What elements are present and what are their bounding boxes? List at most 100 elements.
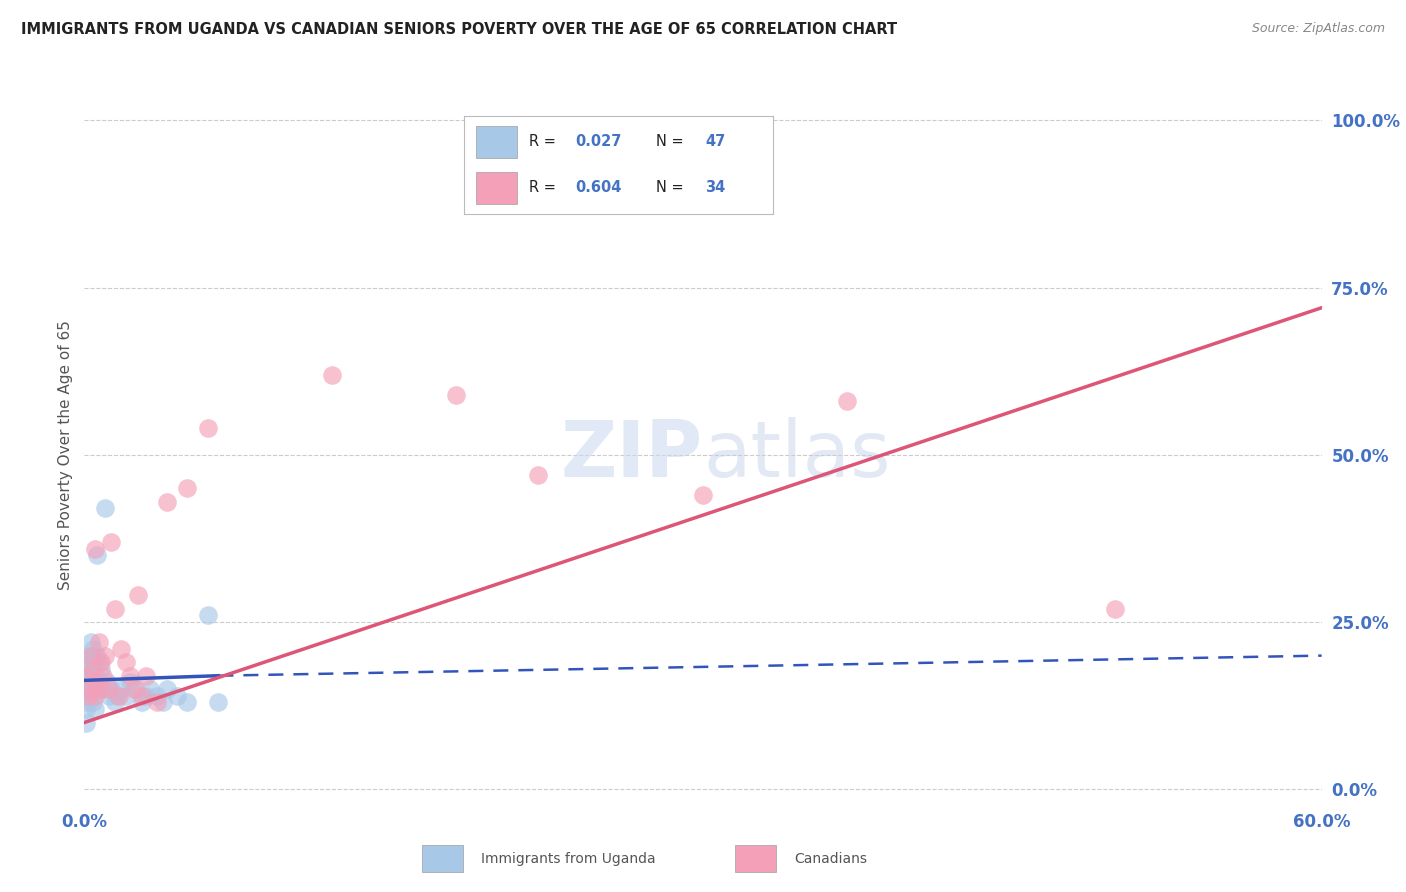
Text: Source: ZipAtlas.com: Source: ZipAtlas.com — [1251, 22, 1385, 36]
Point — [82, 662, 104, 676]
Point — [135, 689, 157, 703]
Text: atlas: atlas — [703, 417, 890, 493]
Point — [77, 669, 100, 683]
Point — [145, 689, 167, 703]
Point — [87, 635, 110, 649]
Point — [197, 608, 219, 623]
Point — [527, 468, 550, 483]
Point — [75, 715, 97, 730]
Point — [127, 589, 149, 603]
Text: Canadians: Canadians — [794, 852, 868, 865]
Point — [152, 696, 174, 710]
Point — [156, 494, 179, 508]
Point — [176, 696, 198, 710]
Point — [135, 669, 157, 683]
Point — [131, 689, 153, 703]
Text: 0.604: 0.604 — [575, 180, 621, 195]
Point — [114, 655, 136, 669]
Point — [82, 655, 104, 669]
Point — [82, 675, 104, 690]
Point — [156, 681, 179, 696]
Point — [83, 689, 105, 703]
Text: Immigrants from Uganda: Immigrants from Uganda — [481, 852, 655, 865]
Point — [105, 689, 128, 703]
Text: R =: R = — [529, 134, 561, 149]
Point — [87, 681, 110, 696]
Point — [79, 689, 101, 703]
Point — [100, 681, 122, 696]
Point — [321, 368, 343, 382]
Point — [114, 689, 136, 703]
Point — [139, 681, 162, 696]
Text: 0.027: 0.027 — [575, 134, 621, 149]
Point — [75, 702, 97, 716]
Point — [87, 655, 110, 669]
Point — [110, 681, 132, 696]
Point — [77, 689, 100, 703]
Text: 34: 34 — [706, 180, 725, 195]
Point — [207, 696, 229, 710]
Point — [91, 669, 114, 683]
Point — [82, 696, 104, 710]
Point — [79, 635, 101, 649]
Bar — [477, 172, 516, 204]
Point — [77, 662, 100, 676]
Point — [83, 541, 105, 556]
Point — [100, 535, 122, 549]
Point — [166, 689, 188, 703]
Point — [75, 669, 97, 683]
Point — [83, 681, 105, 696]
Point — [83, 669, 105, 683]
Point — [91, 681, 114, 696]
Point — [79, 648, 101, 663]
Text: ZIP: ZIP — [561, 417, 703, 493]
Point — [82, 642, 104, 657]
Point — [86, 548, 108, 563]
Y-axis label: Seniors Poverty Over the Age of 65: Seniors Poverty Over the Age of 65 — [58, 320, 73, 590]
Point — [98, 681, 121, 696]
Text: N =: N = — [655, 134, 688, 149]
Point — [90, 662, 112, 676]
Point — [94, 501, 117, 516]
Point — [83, 702, 105, 716]
Point — [110, 642, 132, 657]
Point — [96, 675, 118, 690]
Point — [197, 421, 219, 435]
Point — [692, 488, 714, 502]
Point — [90, 655, 112, 669]
Point — [145, 696, 167, 710]
Point — [131, 696, 153, 710]
Text: IMMIGRANTS FROM UGANDA VS CANADIAN SENIORS POVERTY OVER THE AGE OF 65 CORRELATIO: IMMIGRANTS FROM UGANDA VS CANADIAN SENIO… — [21, 22, 897, 37]
Point — [125, 681, 148, 696]
Point — [444, 388, 467, 402]
Point — [86, 675, 108, 690]
Point — [1104, 602, 1126, 616]
Point — [122, 681, 145, 696]
Point — [79, 648, 101, 663]
Text: R =: R = — [529, 180, 561, 195]
Bar — [477, 126, 516, 158]
Point — [118, 675, 141, 690]
Point — [98, 689, 121, 703]
Point — [118, 669, 141, 683]
Point — [77, 689, 100, 703]
Bar — [422, 846, 463, 872]
Point — [79, 675, 101, 690]
Point — [77, 696, 100, 710]
Point — [176, 482, 198, 496]
Point — [90, 681, 112, 696]
Point — [77, 648, 100, 663]
Point — [86, 648, 108, 663]
Point — [108, 689, 131, 703]
Text: 47: 47 — [706, 134, 725, 149]
Bar — [735, 846, 776, 872]
Point — [94, 648, 117, 663]
Point — [104, 602, 127, 616]
Point — [104, 696, 127, 710]
Point — [75, 681, 97, 696]
Text: N =: N = — [655, 180, 688, 195]
Point — [79, 662, 101, 676]
Point — [83, 648, 105, 663]
Point — [837, 394, 859, 409]
Point — [79, 681, 101, 696]
